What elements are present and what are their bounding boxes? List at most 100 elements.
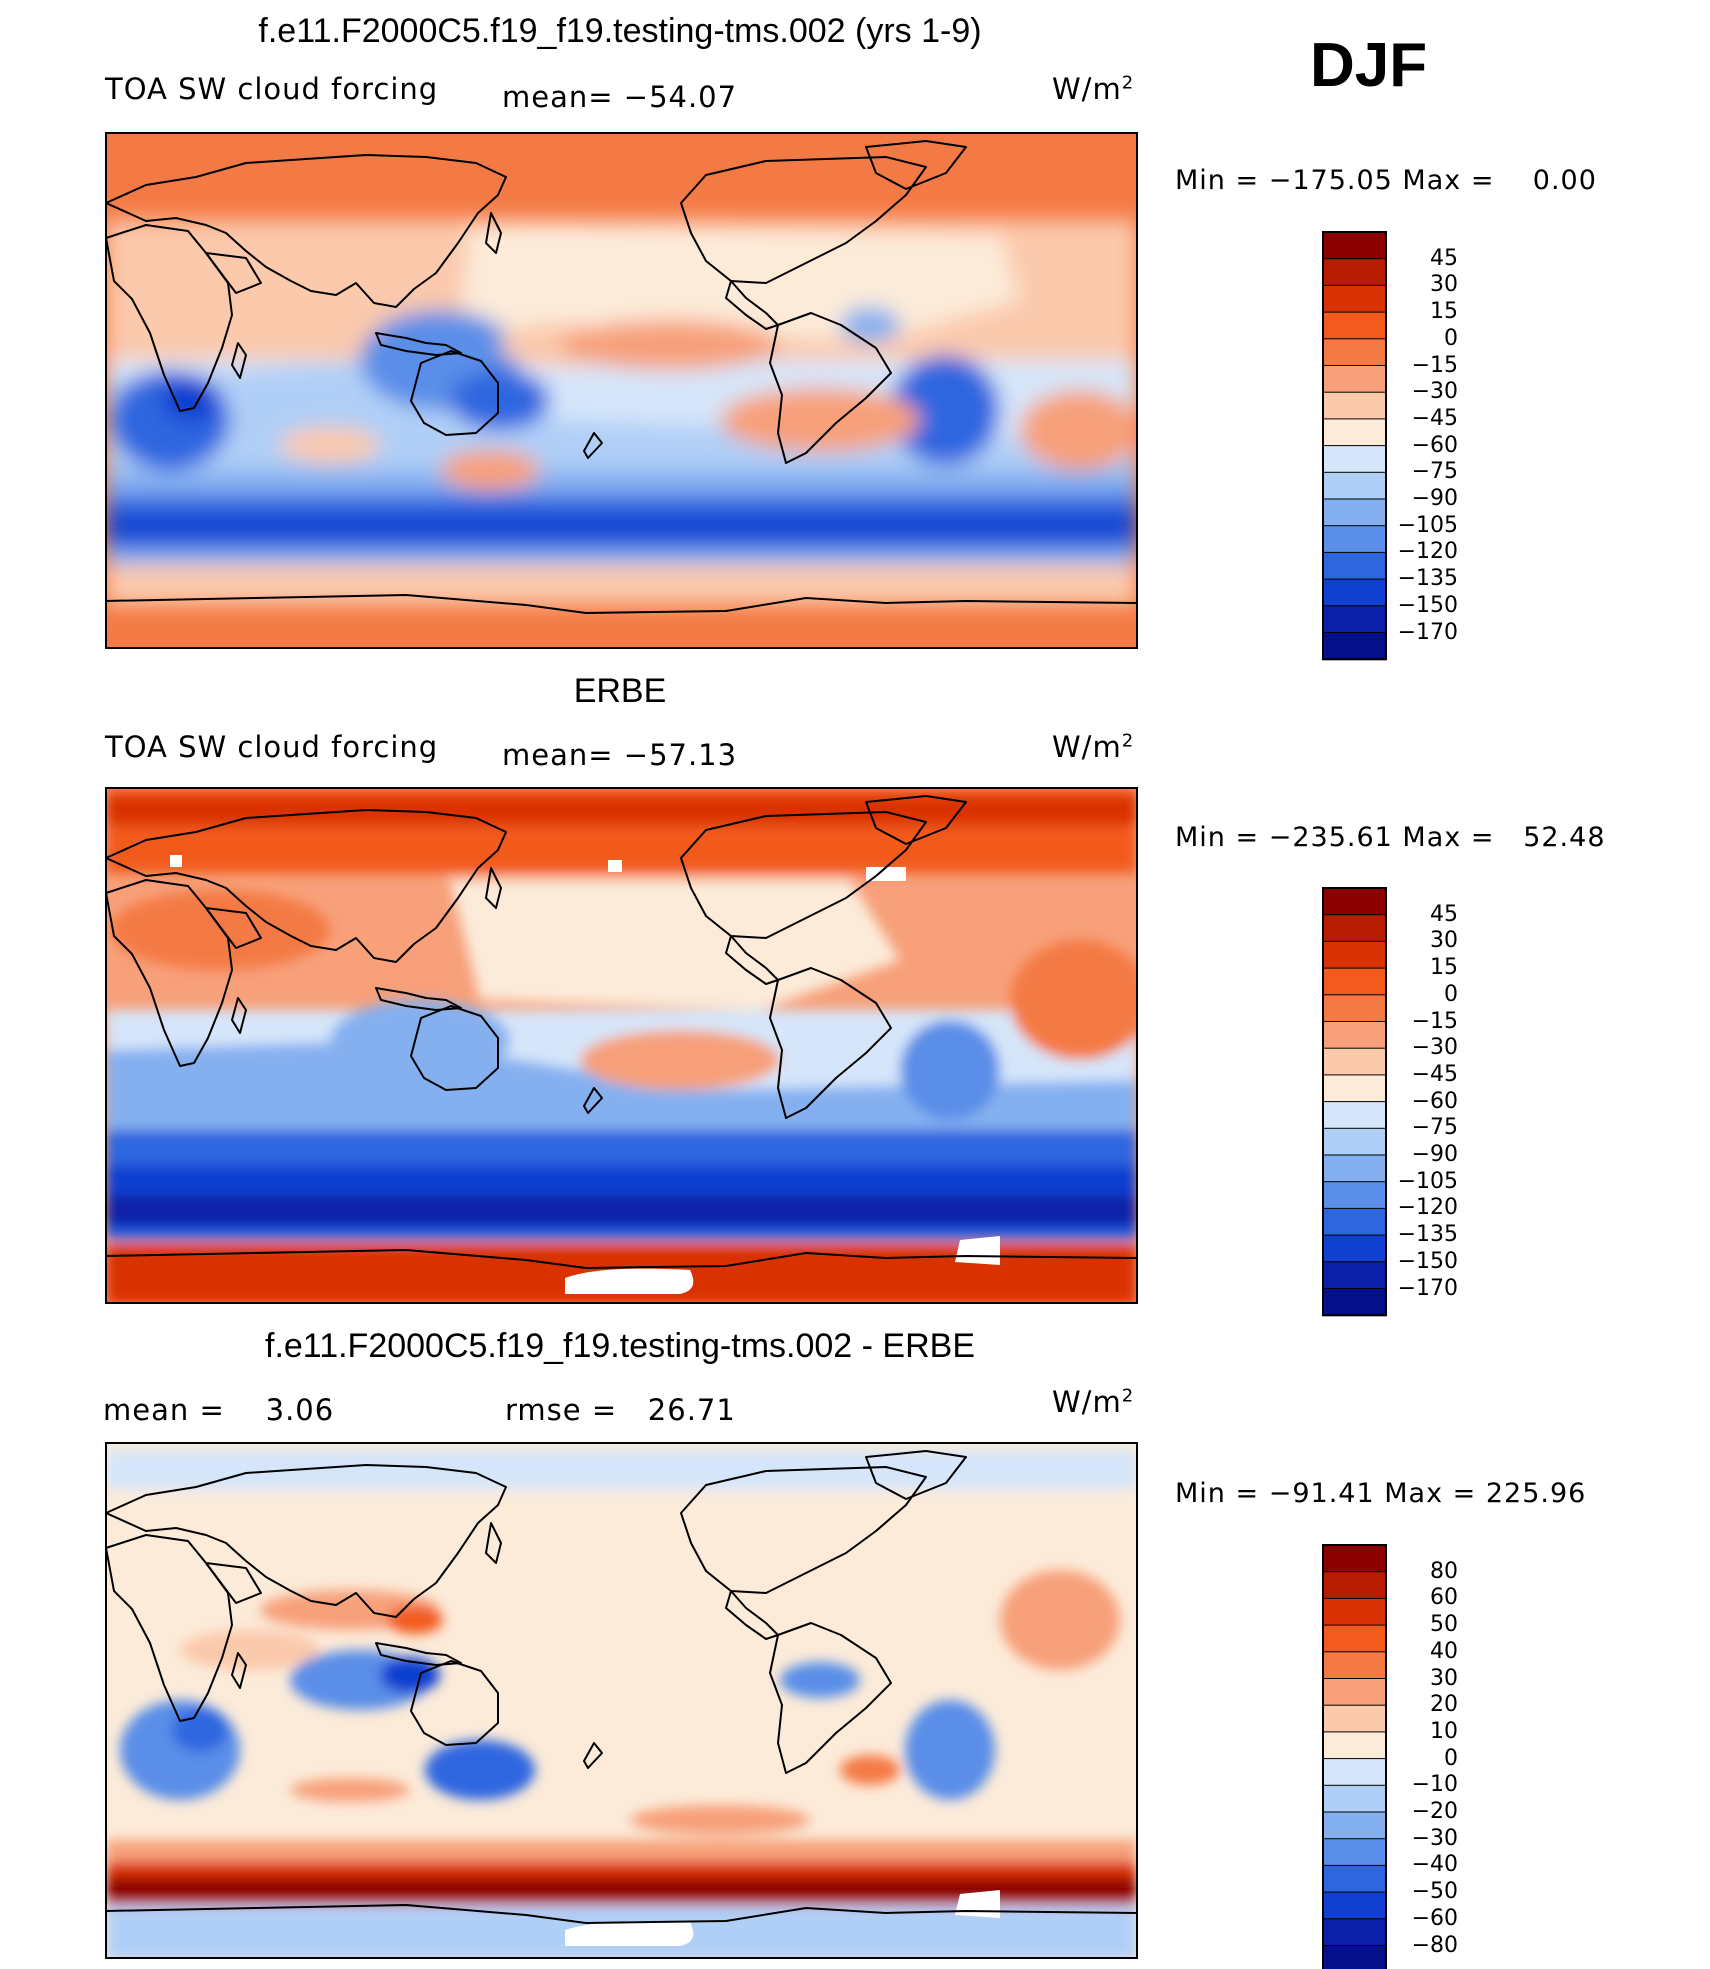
colorbar-swatch bbox=[1322, 1047, 1387, 1076]
coastline-path bbox=[769, 1622, 892, 1774]
colorbar-label: −90 bbox=[1411, 486, 1458, 511]
colorbar-label: −105 bbox=[1397, 1168, 1458, 1194]
panel3-rmse: rmse = 26.71 bbox=[505, 1393, 736, 1427]
panel1-max-label: Max bbox=[1402, 165, 1462, 196]
colorbar-label: 15 bbox=[1430, 299, 1458, 325]
panel1-title: f.e11.F2000C5.f19_f19.testing-tms.002 (y… bbox=[258, 12, 982, 50]
panel2-mean: mean= −57.13 bbox=[502, 738, 737, 772]
panel3-rmse-value: 26.71 bbox=[647, 1393, 736, 1427]
colorbar-label: 30 bbox=[1430, 928, 1458, 954]
coastline-path bbox=[583, 1087, 603, 1114]
colorbar-label: −90 bbox=[1411, 1142, 1458, 1167]
colorbar-label: 0 bbox=[1444, 981, 1458, 1007]
coastline-path bbox=[769, 312, 892, 464]
panel1-variable: TOA SW cloud forcing bbox=[105, 72, 439, 106]
coastline-path bbox=[375, 332, 462, 356]
coastline-path bbox=[680, 1466, 927, 1594]
colorbar-swatch bbox=[1322, 231, 1387, 260]
colorbar-swatch bbox=[1322, 1571, 1387, 1600]
colorbar-label: −45 bbox=[1411, 1061, 1458, 1087]
panel1-min-value: −175.05 bbox=[1268, 165, 1393, 196]
coastline-path bbox=[105, 224, 233, 412]
colorbar-label: −40 bbox=[1411, 1852, 1458, 1878]
colorbar-label: −170 bbox=[1397, 619, 1458, 645]
colorbar-swatch bbox=[1322, 1597, 1387, 1627]
colorbar-swatch bbox=[1322, 914, 1387, 943]
colorbar-swatch bbox=[1322, 1127, 1387, 1157]
colorbar-swatch bbox=[1322, 1544, 1387, 1573]
coastline-path bbox=[105, 1249, 1138, 1269]
colorbar-label: 80 bbox=[1430, 1558, 1458, 1584]
colorbar-label: −120 bbox=[1397, 539, 1458, 565]
colorbar-swatch bbox=[1322, 1811, 1387, 1840]
panel3-title: f.e11.F2000C5.f19_f19.testing-tms.002 - … bbox=[265, 1327, 975, 1365]
colorbar-label: 0 bbox=[1444, 325, 1458, 351]
panel2-variable: TOA SW cloud forcing bbox=[105, 730, 439, 764]
colorbar-swatch bbox=[1322, 632, 1387, 661]
colorbar-swatch bbox=[1322, 1758, 1387, 1787]
panel3-min-label: Min bbox=[1175, 1478, 1226, 1509]
colorbars bbox=[1322, 231, 1387, 1969]
coastline-path bbox=[583, 1742, 603, 1769]
colorbar-label: 15 bbox=[1430, 955, 1458, 981]
colorbar-label: 45 bbox=[1430, 245, 1458, 271]
panel3-max-label: Max bbox=[1384, 1478, 1444, 1509]
panel1-units: W/m2 bbox=[1052, 72, 1134, 106]
colorbar-swatch bbox=[1322, 1154, 1387, 1183]
colorbar-label: 0 bbox=[1444, 1745, 1458, 1771]
colorbar-swatch bbox=[1322, 1918, 1387, 1947]
map-difference bbox=[106, 1443, 1137, 1958]
colorbar-label: −120 bbox=[1397, 1195, 1458, 1221]
colorbar-label: −75 bbox=[1411, 1115, 1458, 1141]
panel1-mean-value: −54.07 bbox=[623, 80, 738, 114]
colorbar-swatch bbox=[1322, 1678, 1387, 1707]
colorbar-swatch bbox=[1322, 605, 1387, 634]
panel2-min-value: −235.61 bbox=[1268, 822, 1393, 853]
colorbar-label: −20 bbox=[1411, 1799, 1458, 1824]
panel3-mean-label: mean = bbox=[103, 1393, 225, 1427]
panel3-mean-value: 3.06 bbox=[265, 1393, 335, 1427]
panel1-units-base: W/m bbox=[1052, 72, 1122, 106]
colorbar-swatch bbox=[1322, 1624, 1387, 1653]
coastline-path bbox=[375, 1642, 462, 1666]
colorbar-label: −105 bbox=[1397, 512, 1458, 538]
colorbar-frame bbox=[1322, 1544, 1387, 1969]
coastline-path bbox=[231, 342, 247, 379]
coastline-path bbox=[865, 795, 967, 845]
colorbar-label: −80 bbox=[1411, 1932, 1458, 1958]
coastline-path bbox=[105, 154, 507, 308]
map-erbe bbox=[106, 788, 1137, 1303]
panel1-mean: mean= −54.07 bbox=[502, 80, 737, 114]
coastline-path bbox=[769, 967, 892, 1119]
panel2-units-base: W/m bbox=[1052, 730, 1122, 764]
colorbar-label: −45 bbox=[1411, 405, 1458, 431]
coastline-path bbox=[205, 907, 262, 949]
coastline-path bbox=[105, 879, 233, 1067]
colorbar-swatch bbox=[1322, 365, 1387, 394]
coastline-path bbox=[231, 997, 247, 1034]
colorbar-swatch bbox=[1322, 551, 1387, 581]
coastline-path bbox=[205, 1562, 262, 1604]
panel2-mean-value: −57.13 bbox=[623, 738, 738, 772]
panel2-units: W/m2 bbox=[1052, 730, 1134, 764]
coastline-path bbox=[410, 350, 499, 436]
coastline-path bbox=[105, 1464, 507, 1618]
coastline-path bbox=[485, 1522, 502, 1564]
panel2-title: ERBE bbox=[573, 672, 667, 710]
colorbar-swatch bbox=[1322, 1021, 1387, 1050]
colorbar-label: 50 bbox=[1430, 1612, 1458, 1638]
colorbar-swatch bbox=[1322, 1891, 1387, 1920]
colorbar-frame bbox=[1322, 887, 1387, 1317]
map-difference-frame bbox=[105, 1442, 1138, 1959]
colorbar-swatch bbox=[1322, 994, 1387, 1023]
panel3-units: W/m2 bbox=[1052, 1385, 1134, 1419]
colorbar-label: −10 bbox=[1411, 1772, 1458, 1798]
colorbar-swatch bbox=[1322, 940, 1387, 970]
colorbar-label: −30 bbox=[1411, 379, 1458, 405]
panel3-rmse-label: rmse = bbox=[505, 1393, 618, 1427]
coastline-path bbox=[485, 867, 502, 909]
colorbar-frame bbox=[1322, 231, 1387, 661]
coastline-path bbox=[375, 987, 462, 1011]
coastline-path bbox=[865, 1450, 967, 1500]
